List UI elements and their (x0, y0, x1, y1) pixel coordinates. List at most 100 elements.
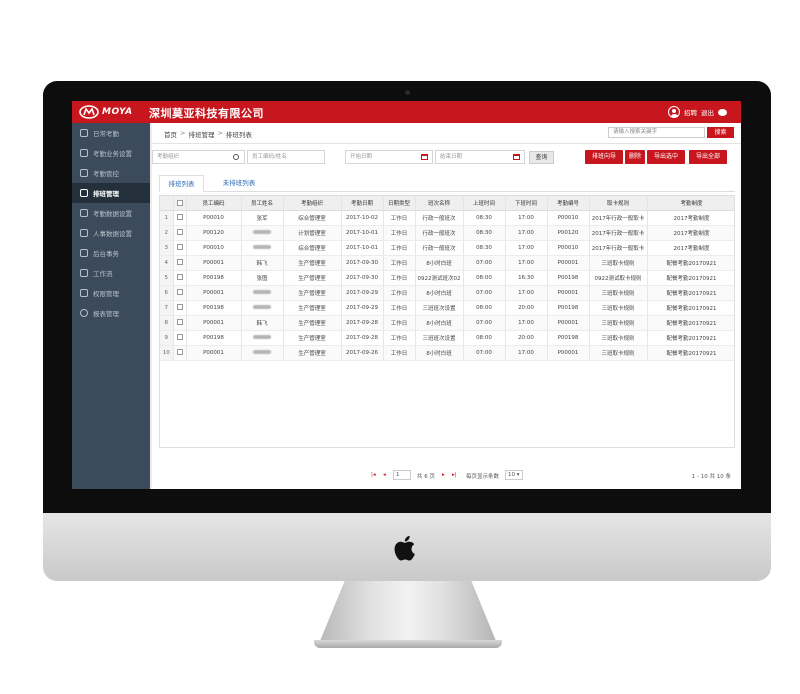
row-checkbox[interactable] (176, 244, 183, 251)
sidebar-item-attendance-settings[interactable]: 考勤业务设置 (72, 143, 150, 163)
breadcrumb-schedule[interactable]: 排班管理 (188, 131, 215, 139)
select-all-checkbox[interactable] (176, 199, 183, 206)
row-select-cell (173, 330, 187, 346)
person-icon (80, 229, 88, 237)
table-row[interactable]: 6 P00001 生产管理室 2017-09-29 工作日 8小时白班 07:00 17:00… (160, 285, 734, 301)
keyword-search-input[interactable]: 请输入搜索关键字 (608, 127, 705, 138)
table-row[interactable]: 8 P00001 韩飞 生产管理室 2017-09-28 工作日 8小时白班 07:00 17:… (160, 315, 734, 331)
tab-schedule-list[interactable]: 排班列表 (159, 175, 204, 192)
org-cell: 生产管理室 (283, 285, 342, 301)
attendance-system-cell: 配餐考勤20170921 (647, 315, 734, 331)
export-all-button[interactable]: 导出全部 (689, 150, 727, 164)
end-date-placeholder: 结束日期 (440, 154, 463, 160)
sidebar-item-permissions[interactable]: 权限管理 (72, 283, 150, 303)
sidebar-item-attendance-data[interactable]: 考勤数据设置 (72, 203, 150, 223)
row-checkbox[interactable] (176, 304, 183, 311)
redacted-name (253, 290, 271, 294)
column-header[interactable]: 员工编码 (186, 196, 242, 211)
date-cell: 2017-09-29 (341, 300, 384, 316)
row-checkbox[interactable] (176, 289, 183, 296)
row-checkbox[interactable] (176, 319, 183, 326)
sidebar-item-attendance-control[interactable]: 考勤管控 (72, 163, 150, 183)
camera-icon (405, 90, 410, 95)
sidebar-item-schedule-management[interactable]: 排班管理 (72, 183, 150, 203)
monitor-stand (320, 581, 496, 641)
query-button[interactable]: 查询 (529, 151, 554, 164)
breadcrumb-home[interactable]: 首页 (164, 131, 177, 139)
card-rule-cell: 三班取卡规则 (589, 330, 648, 346)
org-cell: 生产管理室 (283, 315, 342, 331)
table-row[interactable]: 5 P00198 张图 生产管理室 2017-09-30 工作日 0922测试班次02 08:… (160, 270, 734, 286)
date-type-cell: 工作日 (383, 345, 416, 361)
end-date-input[interactable]: 结束日期 (435, 150, 525, 164)
column-header[interactable]: 上班时间 (463, 196, 506, 211)
column-header[interactable]: 考勤日期 (341, 196, 384, 211)
message-icon[interactable] (718, 108, 727, 116)
table-row[interactable]: 2 P00120 计划管理室 2017-10-01 工作日 行政一般班次 08:30 17:0… (160, 225, 734, 241)
row-checkbox[interactable] (176, 349, 183, 356)
sidebar-item-label: 权限管理 (93, 290, 119, 298)
employee-filter-input[interactable]: 员工编码/姓名 (247, 150, 325, 164)
prev-page-icon[interactable]: ◂ (383, 472, 386, 478)
user-avatar-icon[interactable] (668, 106, 680, 118)
schedule-guide-button[interactable]: 排班向导 (585, 150, 623, 164)
column-header[interactable]: 日期类型 (383, 196, 416, 211)
sidebar-item-label: 工作流 (93, 270, 113, 278)
row-checkbox[interactable] (176, 214, 183, 221)
table-row[interactable]: 7 P00198 生产管理室 2017-09-29 工作日 三班班次设置 08:00 20:0… (160, 300, 734, 316)
calendar-icon[interactable] (513, 154, 520, 160)
first-page-icon[interactable]: |◂ (371, 472, 376, 478)
row-number: 4 (160, 255, 174, 271)
export-selected-button[interactable]: 导出选中 (647, 150, 685, 164)
employee-code-cell: P00120 (186, 225, 242, 241)
row-checkbox[interactable] (176, 274, 183, 281)
table-row[interactable]: 3 P00010 综合管理室 2017-10-01 工作日 行政一般班次 08:30 17:0… (160, 240, 734, 256)
column-header[interactable]: 取卡规则 (589, 196, 648, 211)
column-header[interactable]: 考勤编号 (547, 196, 590, 211)
date-type-cell: 工作日 (383, 255, 416, 271)
search-icon[interactable] (233, 154, 239, 160)
sidebar-item-background-tasks[interactable]: 后台事务 (72, 243, 150, 263)
date-cell: 2017-09-28 (341, 315, 384, 331)
column-header[interactable]: 班次名称 (415, 196, 464, 211)
org-cell: 生产管理室 (283, 330, 342, 346)
sidebar-item-hr-data[interactable]: 人事数据设置 (72, 223, 150, 243)
last-page-icon[interactable]: ▸| (452, 472, 457, 478)
table-row[interactable]: 10 P00001 生产管理室 2017-09-26 工作日 8小时白班 07:00 17:0… (160, 345, 734, 361)
employee-name-cell (241, 225, 284, 241)
select-all-header (173, 196, 187, 211)
off-time-cell: 17:00 (505, 345, 548, 361)
table-row[interactable]: 4 P00001 韩飞 生产管理室 2017-09-30 工作日 8小时白班 07:00 17:… (160, 255, 734, 271)
row-checkbox[interactable] (176, 334, 183, 341)
brand-logo[interactable]: MOYA (79, 105, 133, 119)
off-time-cell: 20:00 (505, 300, 548, 316)
calendar-icon[interactable] (421, 154, 428, 160)
sidebar-item-daily-attendance[interactable]: 日常考勤 (72, 123, 150, 143)
page-number-input[interactable]: 1 (393, 470, 411, 480)
column-header[interactable]: 考勤制度 (647, 196, 734, 211)
column-header[interactable]: 员工姓名 (241, 196, 284, 211)
sidebar-item-workflow[interactable]: 工作流 (72, 263, 150, 283)
column-header[interactable]: 考勤组织 (283, 196, 342, 211)
logout-link[interactable]: 退出 (701, 109, 714, 117)
row-number: 3 (160, 240, 174, 256)
next-page-icon[interactable]: ▸ (442, 472, 445, 478)
column-header[interactable]: 下班时间 (505, 196, 548, 211)
attendance-system-cell: 配餐考勤20170921 (647, 285, 734, 301)
start-date-input[interactable]: 开始日期 (345, 150, 433, 164)
tab-unscheduled-list[interactable]: 未排班列表 (222, 179, 256, 187)
org-filter-input[interactable]: 考勤组织 (152, 150, 245, 164)
employee-name-cell: 韩飞 (241, 255, 284, 271)
delete-button[interactable]: 删除 (625, 150, 645, 164)
row-checkbox[interactable] (176, 229, 183, 236)
table-row[interactable]: 9 P00198 生产管理室 2017-09-28 工作日 三班班次设置 08:00 20:0… (160, 330, 734, 346)
employee-code-cell: P00010 (186, 210, 242, 226)
table-row[interactable]: 1 P00010 张军 综合管理室 2017-10-02 工作日 行政一般班次 08:30 17… (160, 210, 734, 226)
user-name[interactable]: 招聘 (684, 109, 697, 117)
sidebar-item-reports[interactable]: 报表管理 (72, 303, 150, 323)
per-page-select[interactable]: 10 ▾ (505, 470, 523, 480)
row-checkbox[interactable] (176, 259, 183, 266)
off-time-cell: 16:30 (505, 270, 548, 286)
search-button[interactable]: 搜索 (707, 127, 734, 138)
row-select-cell (173, 285, 187, 301)
